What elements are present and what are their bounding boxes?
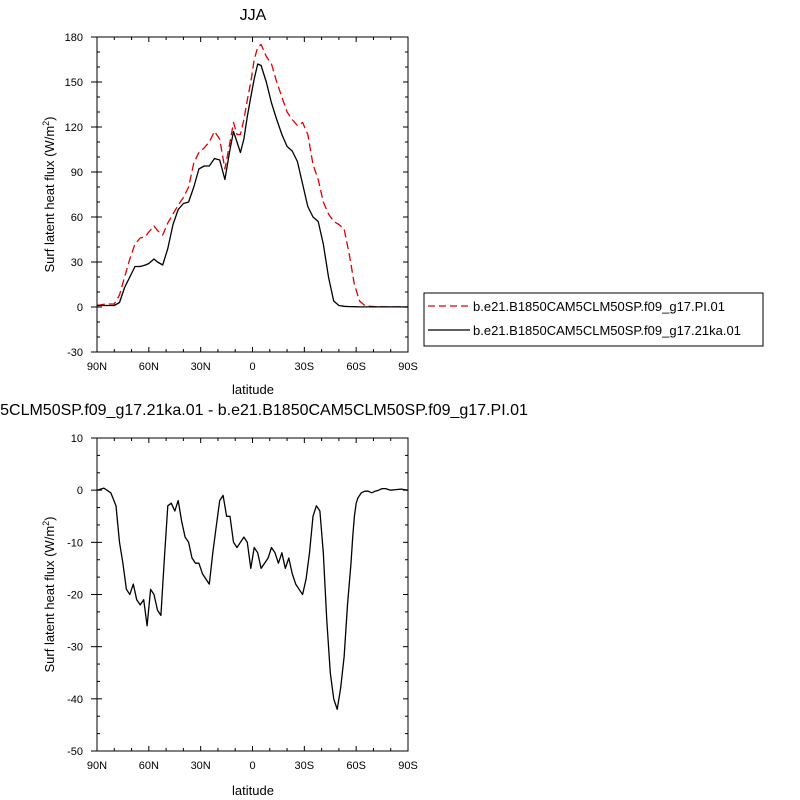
- bottom-x-tick-label: 60S: [346, 760, 366, 772]
- top-plot-frame: [96, 36, 409, 353]
- top-series-line-1: [97, 63, 409, 308]
- bottom-plot-frame: [96, 437, 409, 752]
- top-y-tick-label: 150: [65, 77, 83, 89]
- top-chart-title: JJA: [240, 7, 267, 24]
- legend-box: [423, 292, 764, 347]
- bottom-y-tick-label: 10: [71, 433, 83, 445]
- bottom-x-tick-label: 90N: [87, 760, 107, 772]
- top-x-axis-title: latitude: [232, 382, 274, 397]
- bottom-x-axis-title: latitude: [232, 783, 274, 798]
- top-x-tick-label: 60S: [346, 361, 366, 373]
- legend: b.e21.B1850CAM5CLM50SP.f09_g17.PI.01 b.e…: [423, 292, 764, 347]
- top-y-tick-label: 120: [65, 122, 83, 134]
- top-x-tick-label: 30N: [191, 361, 211, 373]
- top-x-tick-label: 90S: [398, 361, 418, 373]
- bottom-y-tick-label: -50: [67, 746, 83, 758]
- top-y-tick-label: 90: [71, 167, 83, 179]
- top-y-tick-label: 30: [71, 257, 83, 269]
- bottom-x-tick-label: 0: [249, 760, 255, 772]
- top-x-tick-label: 0: [249, 361, 255, 373]
- top-y-tick-label: -30: [67, 347, 83, 359]
- bottom-y-tick-label: -30: [67, 642, 83, 654]
- bottom-x-tick-label: 90S: [398, 760, 418, 772]
- bottom-chart: AM5CLM50SP.f09_g17.21ka.01 - b.e21.B1850…: [0, 402, 528, 798]
- bottom-y-axis-title: Surf latent heat flux (W/m2): [41, 516, 57, 672]
- top-y-tick-label: 180: [65, 32, 83, 44]
- bottom-y-tick-label: -10: [67, 537, 83, 549]
- bottom-y-tick-label: -40: [67, 694, 83, 706]
- legend-label-pi: b.e21.B1850CAM5CLM50SP.f09_g17.PI.01: [473, 299, 725, 314]
- legend-label-21ka: b.e21.B1850CAM5CLM50SP.f09_g17.21ka.01: [473, 323, 741, 338]
- bottom-x-tick-label: 30N: [191, 760, 211, 772]
- top-x-tick-label: 90N: [87, 361, 107, 373]
- top-y-axis-title: Surf latent heat flux (W/m2): [41, 116, 57, 272]
- bottom-chart-title: AM5CLM50SP.f09_g17.21ka.01 - b.e21.B1850…: [0, 402, 528, 419]
- top-y-tick-label: 60: [71, 212, 83, 224]
- bottom-series-line-0: [96, 487, 409, 710]
- top-series-line-0: [96, 43, 409, 308]
- bottom-x-tick-label: 30S: [295, 760, 315, 772]
- bottom-y-tick-label: 0: [77, 485, 83, 497]
- top-x-tick-label: 60N: [139, 361, 159, 373]
- top-x-tick-label: 30S: [295, 361, 315, 373]
- top-chart: JJA 90N 60N 30N 0 30S 60S 90S -30 0 30 60 90 120 150 1…: [41, 7, 418, 397]
- bottom-y-tick-label: -20: [67, 590, 83, 602]
- top-y-tick-label: 0: [77, 302, 83, 314]
- bottom-x-tick-label: 60N: [139, 760, 159, 772]
